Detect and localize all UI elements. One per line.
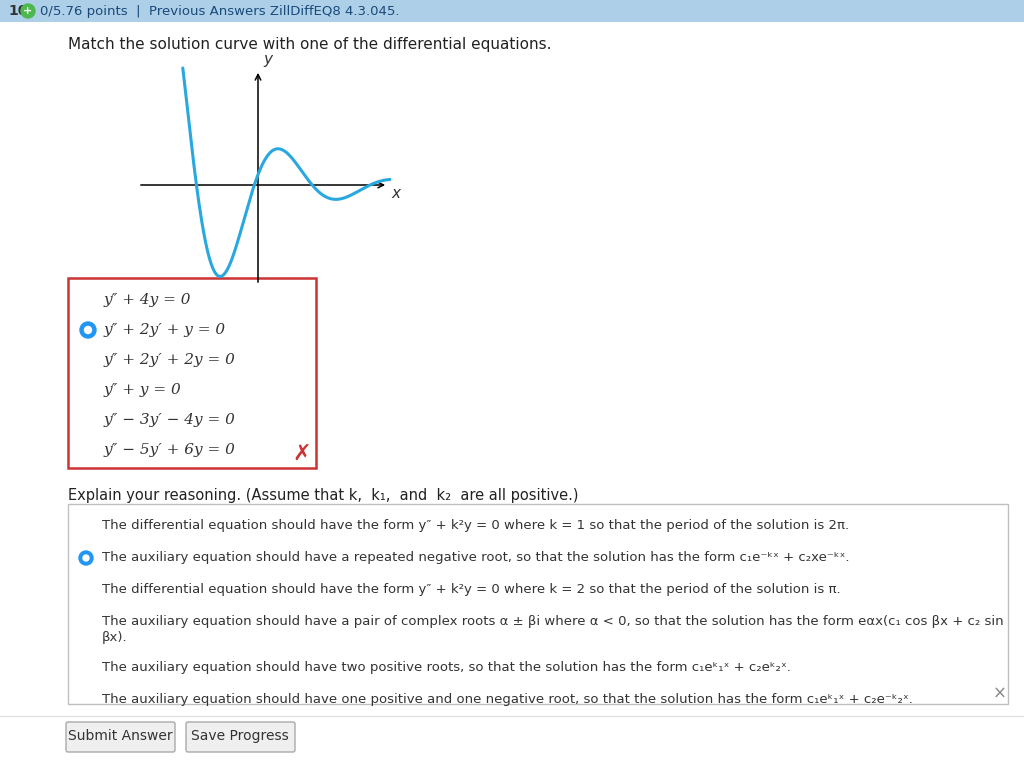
Text: y: y [263,52,272,67]
Circle shape [79,551,93,565]
Text: The auxiliary equation should have one positive and one negative root, so that t: The auxiliary equation should have one p… [102,694,912,707]
Text: y″ + y = 0: y″ + y = 0 [104,383,181,397]
Text: The auxiliary equation should have a repeated negative root, so that the solutio: The auxiliary equation should have a rep… [102,552,850,564]
Text: βx).: βx). [102,632,128,645]
FancyBboxPatch shape [68,278,316,468]
Text: ×: × [993,685,1007,703]
Circle shape [80,322,96,338]
Text: Submit Answer: Submit Answer [68,729,172,743]
Circle shape [85,326,91,333]
Text: Explain your reasoning. (Assume that k,  k₁,  and  k₂  are all positive.): Explain your reasoning. (Assume that k, … [68,488,579,503]
Text: 10.: 10. [8,4,33,18]
FancyBboxPatch shape [186,722,295,752]
Text: y″ + 4y = 0: y″ + 4y = 0 [104,293,191,307]
Text: +: + [24,6,33,16]
Text: Save Progress: Save Progress [191,729,289,743]
Text: Match the solution curve with one of the differential equations.: Match the solution curve with one of the… [68,37,552,52]
Circle shape [22,4,35,18]
Text: y″ − 5y′ + 6y = 0: y″ − 5y′ + 6y = 0 [104,443,236,457]
Text: The differential equation should have the form y″ + k²y = 0 where k = 1 so that : The differential equation should have th… [102,519,849,532]
Text: ✗: ✗ [293,444,311,464]
Text: y″ + 2y′ + y = 0: y″ + 2y′ + y = 0 [104,323,226,337]
Text: The differential equation should have the form y″ + k²y = 0 where k = 2 so that : The differential equation should have th… [102,584,841,597]
Text: x: x [391,185,400,201]
Text: y″ − 3y′ − 4y = 0: y″ − 3y′ − 4y = 0 [104,413,236,427]
Text: 0/5.76 points  |  Previous Answers ZillDiffEQ8 4.3.045.: 0/5.76 points | Previous Answers ZillDif… [40,5,399,18]
Text: The auxiliary equation should have a pair of complex roots α ± βi where α < 0, s: The auxiliary equation should have a pai… [102,615,1004,629]
FancyBboxPatch shape [66,722,175,752]
Circle shape [83,555,89,561]
FancyBboxPatch shape [0,0,1024,22]
FancyBboxPatch shape [68,504,1008,704]
Text: y″ + 2y′ + 2y = 0: y″ + 2y′ + 2y = 0 [104,353,236,367]
Text: The auxiliary equation should have two positive roots, so that the solution has : The auxiliary equation should have two p… [102,662,791,674]
